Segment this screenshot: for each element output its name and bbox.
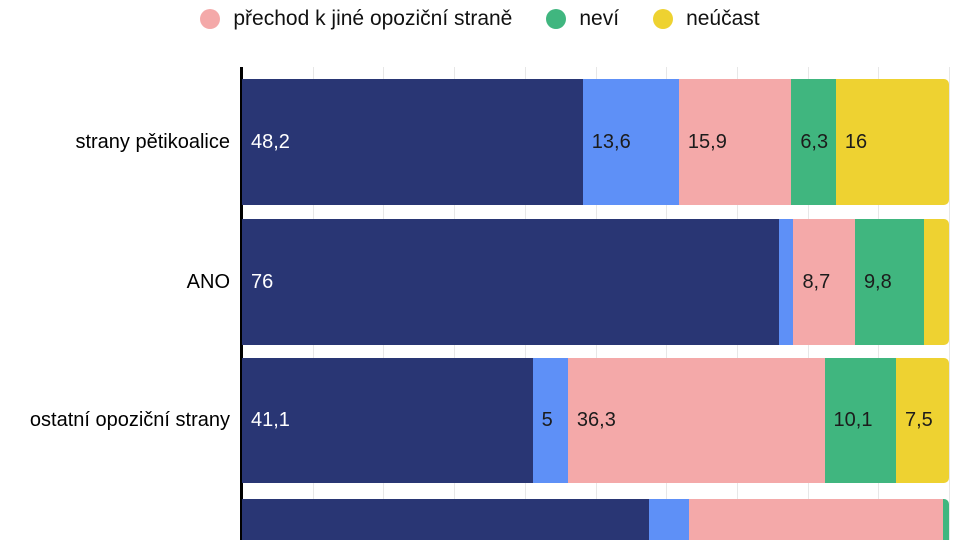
bar-segment: 6,3 (791, 79, 836, 205)
legend-item: neví (546, 5, 619, 33)
segment-value-label: 5 (541, 409, 553, 431)
legend-item: neúčast (653, 5, 760, 33)
segment-value-label: 13,6 (591, 130, 631, 153)
segment-value-label: 48,2 (251, 130, 290, 153)
bar-segment: 76 (242, 219, 780, 345)
chart-legend: přechod k jiné opoziční straně neví neúčas… (0, 5, 960, 33)
bar-segment (242, 499, 649, 540)
bar-segment: 41,1 (242, 358, 533, 483)
plot-area: 48,2 13,6 15,9 6,3 16 76 8,7 9,8 41,1 5 36,3 10,1 7,… (242, 67, 950, 540)
segment-value-label: 16 (844, 130, 868, 153)
bar-segment: 7,5 (895, 358, 949, 483)
segment-value-label: 36,3 (576, 409, 616, 431)
segment-value-label: 8,7 (802, 270, 831, 293)
bar-segment: 16 (835, 79, 949, 205)
legend-item-label: přechod k jiné opoziční straně (233, 7, 513, 30)
bar-segment (924, 219, 949, 345)
bar-segment: 36,3 (567, 358, 825, 483)
segment-value-label: 15,9 (687, 130, 727, 153)
category-label: ostatní opoziční strany (29, 409, 230, 431)
segment-value-label: 7,5 (904, 409, 933, 431)
gridline (949, 67, 950, 540)
segment-value-label: 76 (251, 270, 274, 293)
bar-segment: 15,9 (678, 79, 792, 205)
legend-item: přechod k jiné opoziční straně (200, 5, 512, 33)
bar-segment (943, 499, 949, 540)
bar-segment (779, 219, 794, 345)
bar-segment: 5 (532, 358, 568, 483)
bar-segment (688, 499, 944, 540)
bar-row: 76 8,7 9,8 (242, 219, 949, 345)
legend-swatch-icon (653, 9, 674, 29)
bar-segment: 8,7 (793, 219, 855, 345)
bar-row: 41,1 5 36,3 10,1 7,5 (242, 358, 949, 483)
bar-segment: 10,1 (824, 358, 896, 483)
bar-row: 48,2 13,6 15,9 6,3 16 (242, 79, 949, 205)
bar-segment: 13,6 (582, 79, 679, 205)
segment-value-label: 41,1 (251, 409, 290, 431)
category-label (0, 499, 230, 540)
segment-value-label: 10,1 (833, 409, 873, 431)
segment-value-label: 6,3 (800, 130, 829, 153)
bar-row (242, 499, 949, 540)
y-axis-line (240, 67, 243, 540)
legend-item-label: neúčast (686, 7, 760, 30)
bar-segment: 48,2 (242, 79, 583, 205)
category-label: ANO (186, 270, 230, 293)
category-label: strany pětikoalice (75, 130, 230, 153)
legend-item-label: neví (579, 7, 620, 30)
bar-segment: 9,8 (854, 219, 925, 345)
segment-value-label: 9,8 (863, 270, 892, 293)
legend-swatch-icon (546, 9, 567, 29)
legend-swatch-icon (200, 9, 221, 29)
bar-segment (648, 499, 689, 540)
